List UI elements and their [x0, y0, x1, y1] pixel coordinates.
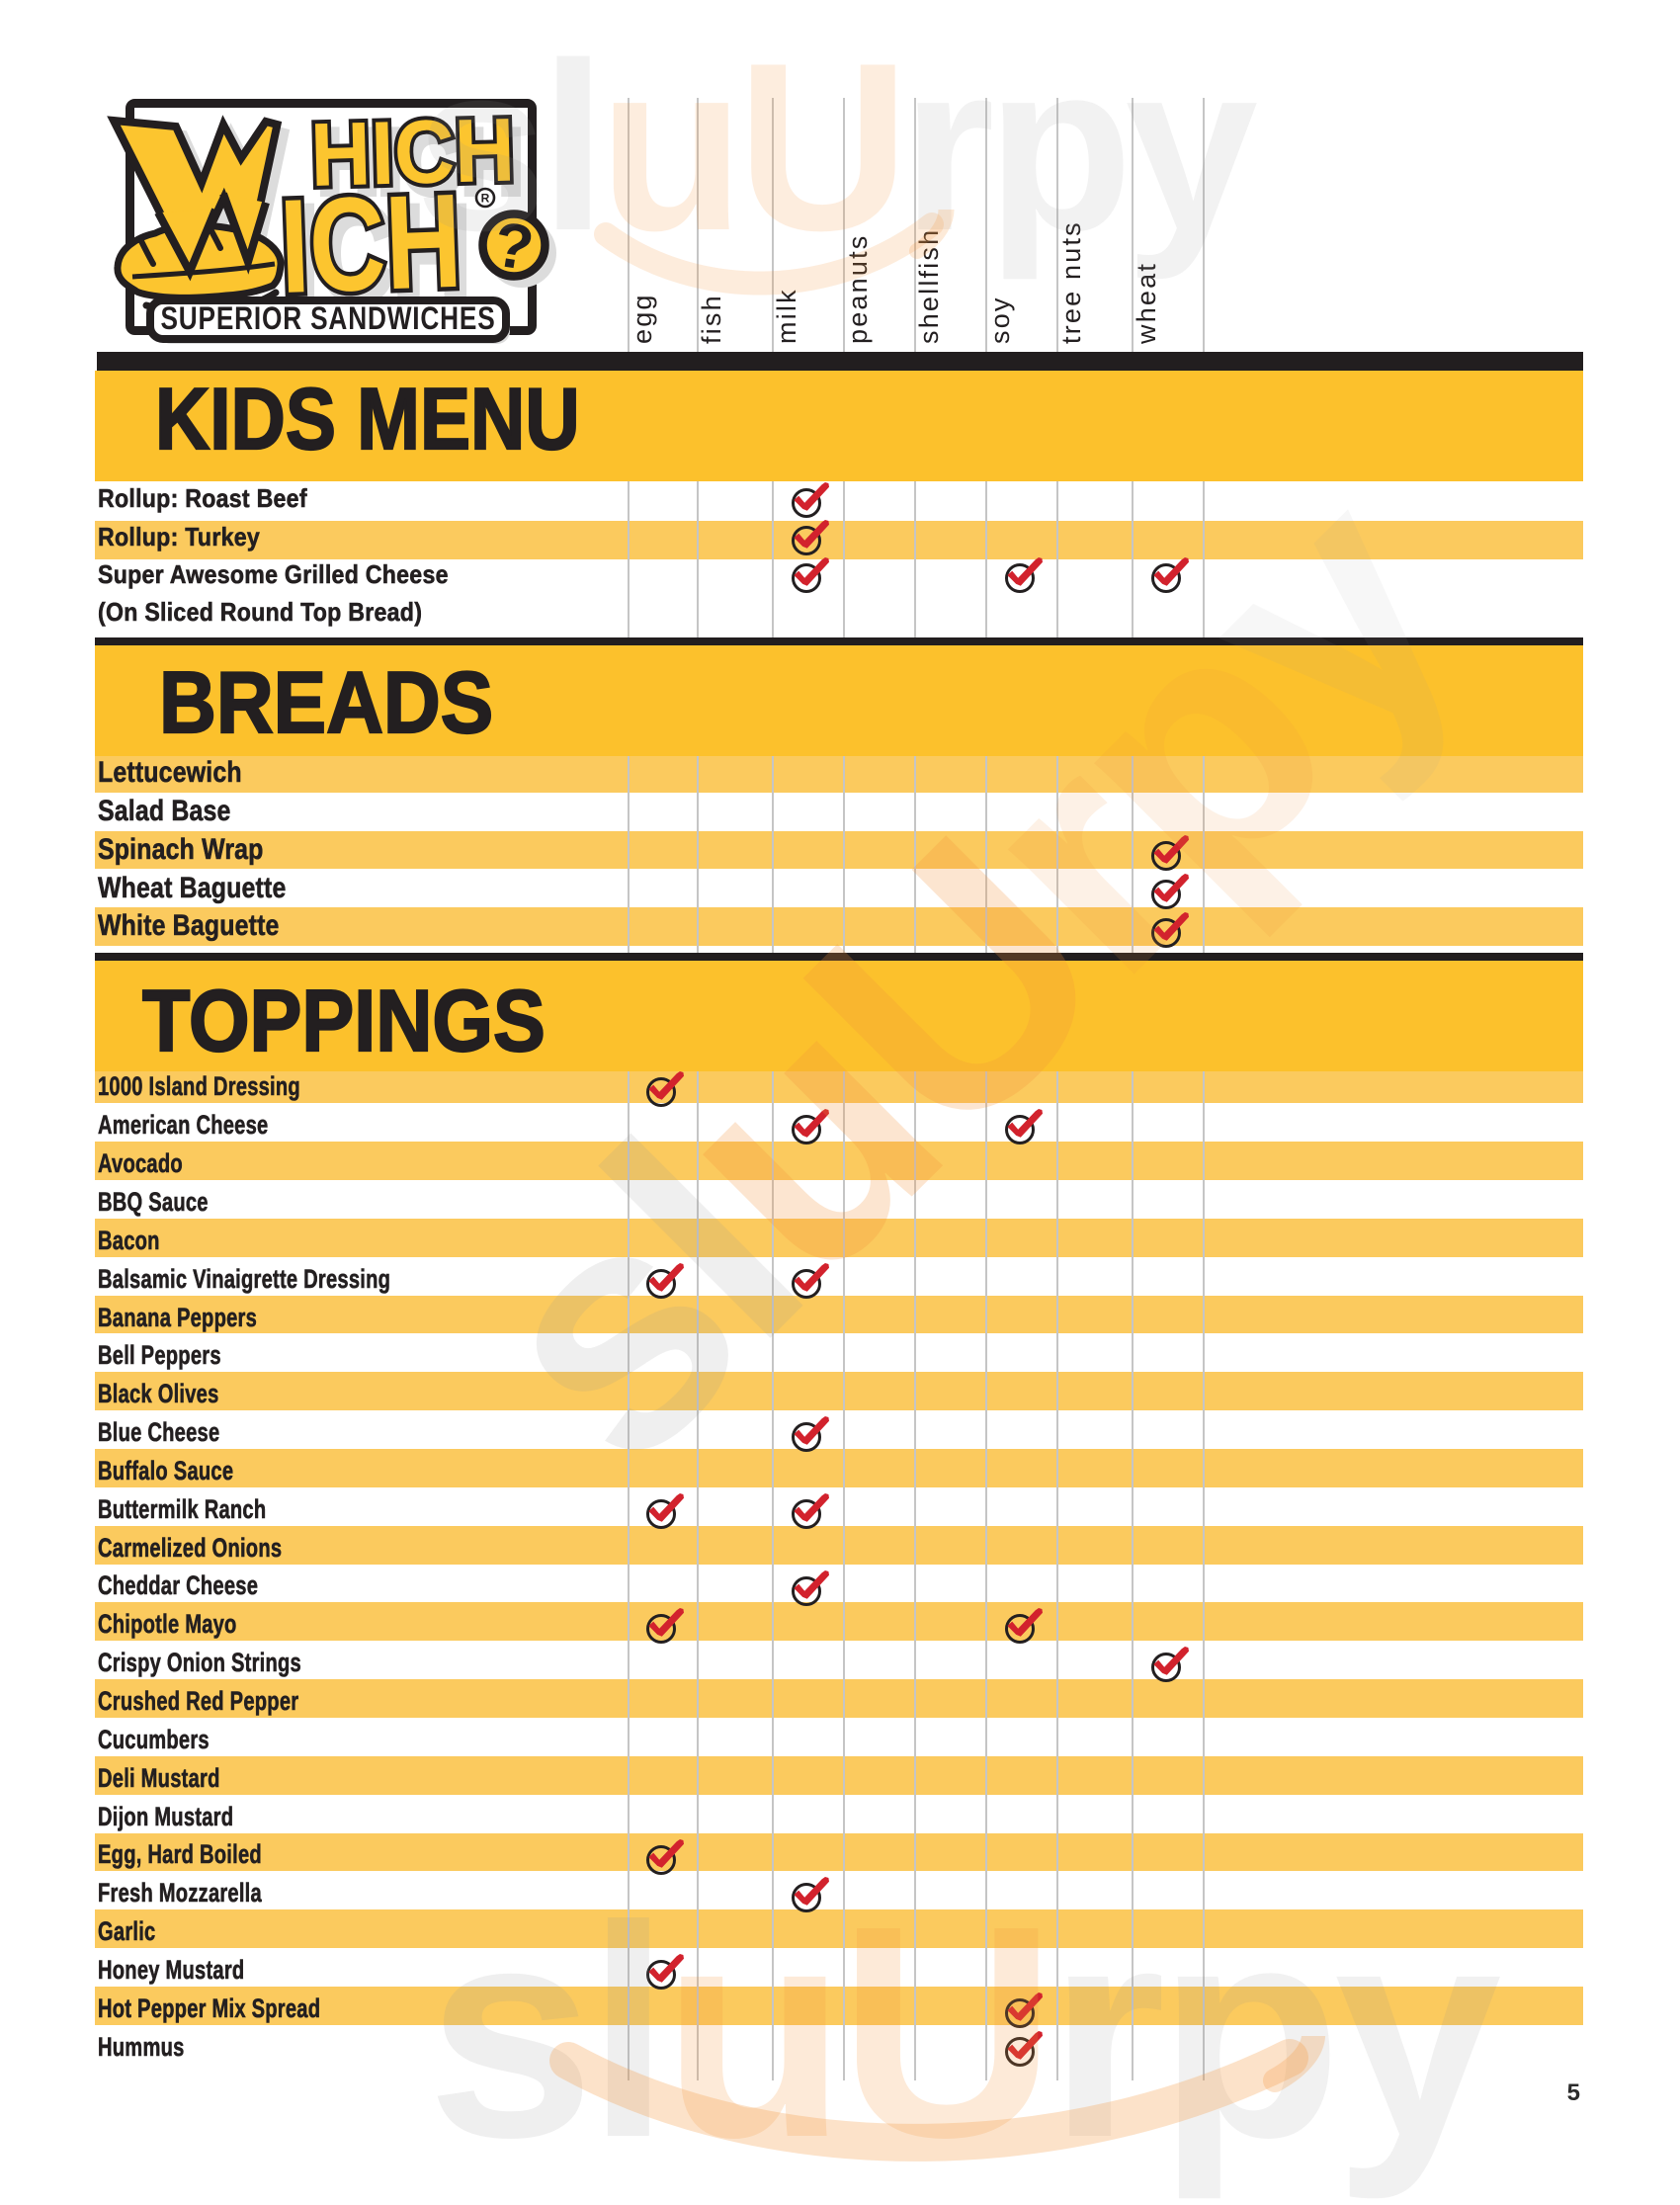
svg-text:HICH: HICH — [309, 99, 516, 206]
svg-text:R: R — [481, 192, 490, 206]
svg-text:SUPERIOR SANDWICHES: SUPERIOR SANDWICHES — [160, 302, 495, 337]
